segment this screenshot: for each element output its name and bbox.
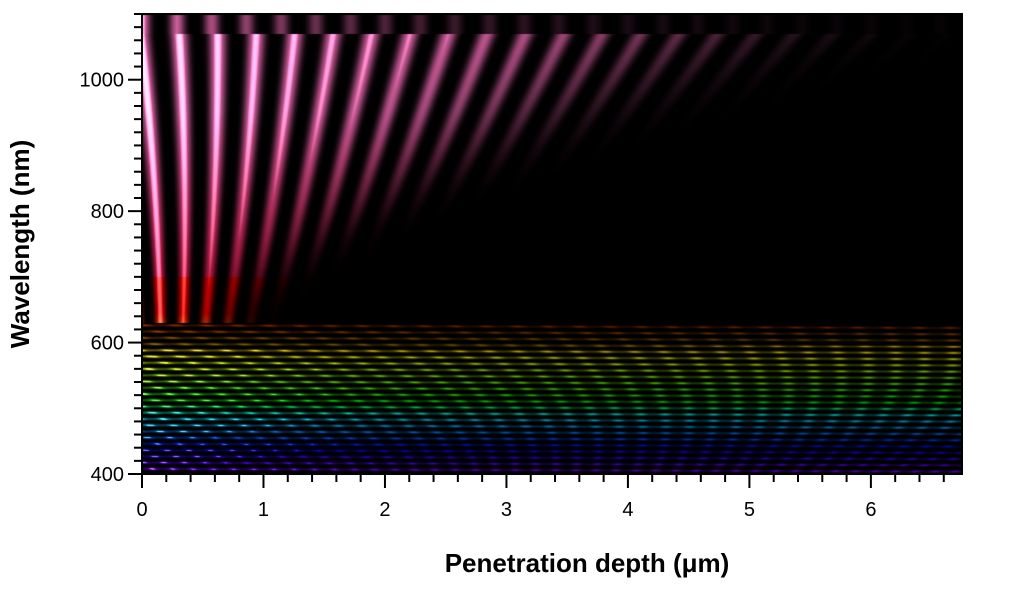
- x-tick-label: 5: [744, 499, 755, 521]
- x-tick-label: 0: [136, 499, 147, 521]
- y-tick-label: 400: [91, 464, 124, 486]
- y-tick-label: 800: [91, 201, 124, 223]
- heatmap-image: [142, 14, 962, 474]
- x-axis: 0 1 2 3 4 5 6: [136, 474, 945, 521]
- plot-area: [141, 13, 963, 475]
- y-axis-title: Wavelength (nm): [5, 140, 35, 348]
- x-tick-label: 1: [258, 499, 269, 521]
- x-tick-label: 2: [379, 499, 390, 521]
- x-axis-title: Penetration depth (μm): [445, 548, 730, 578]
- x-tick-label: 3: [501, 499, 512, 521]
- x-tick-label: 6: [865, 499, 876, 521]
- x-tick-label: 4: [622, 499, 633, 521]
- y-tick-label: 1000: [80, 70, 125, 92]
- y-axis: 400 600 800 1000: [80, 13, 142, 486]
- y-tick-label: 600: [91, 333, 124, 355]
- plot-frame: [141, 13, 963, 475]
